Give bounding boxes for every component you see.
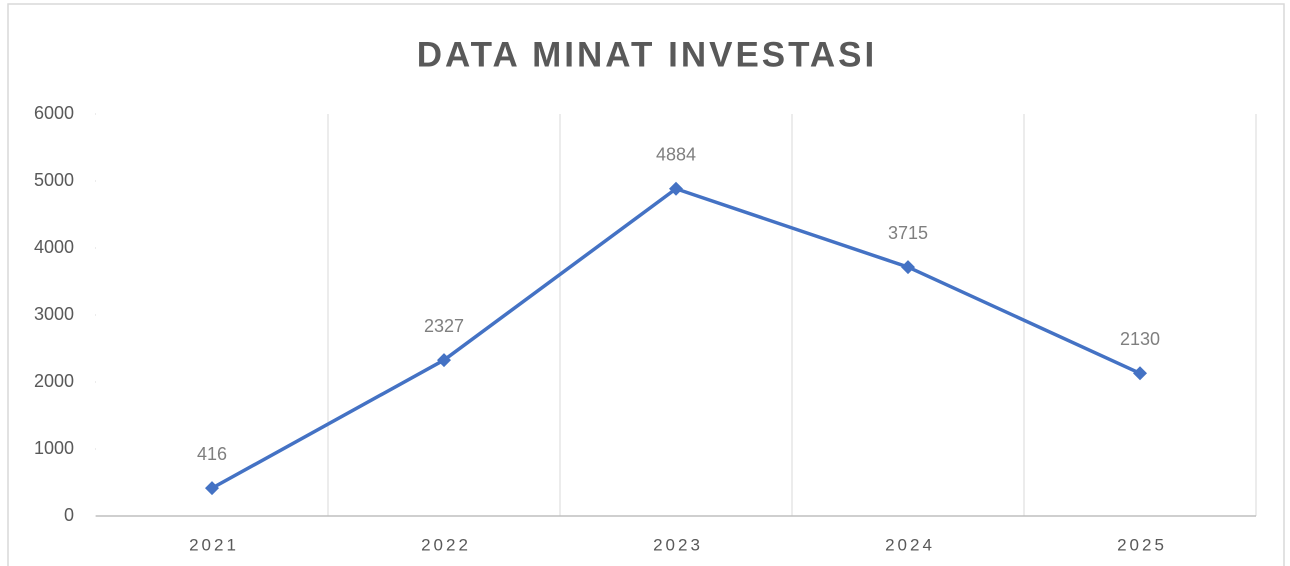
- chart-title: DATA MINAT INVESTASI: [417, 35, 878, 74]
- marker: [901, 260, 915, 275]
- data-label: 2130: [1120, 329, 1160, 349]
- y-tick-label: 0: [64, 505, 74, 525]
- data-label: 4884: [656, 145, 696, 165]
- x-tick-label: 2021: [189, 535, 239, 554]
- y-tick-label: 1000: [34, 438, 74, 458]
- chart-border: [7, 3, 1285, 566]
- data-label: 416: [197, 444, 227, 464]
- x-tick-label: 2023: [653, 535, 703, 554]
- marker: [669, 181, 683, 196]
- data-label: 2327: [424, 316, 464, 336]
- x-tick-label: 2024: [885, 535, 935, 554]
- x-tick-label: 2025: [1117, 535, 1167, 554]
- y-tick-label: 3000: [34, 304, 74, 324]
- data-label: 3715: [888, 223, 928, 243]
- y-tick-label: 6000: [34, 103, 74, 123]
- marker: [437, 353, 451, 368]
- marker: [205, 481, 219, 496]
- y-tick-label: 5000: [34, 170, 74, 190]
- y-tick-label: 2000: [34, 371, 74, 391]
- x-tick-label: 2022: [421, 535, 471, 554]
- y-tick-label: 4000: [34, 237, 74, 257]
- marker: [1133, 366, 1147, 381]
